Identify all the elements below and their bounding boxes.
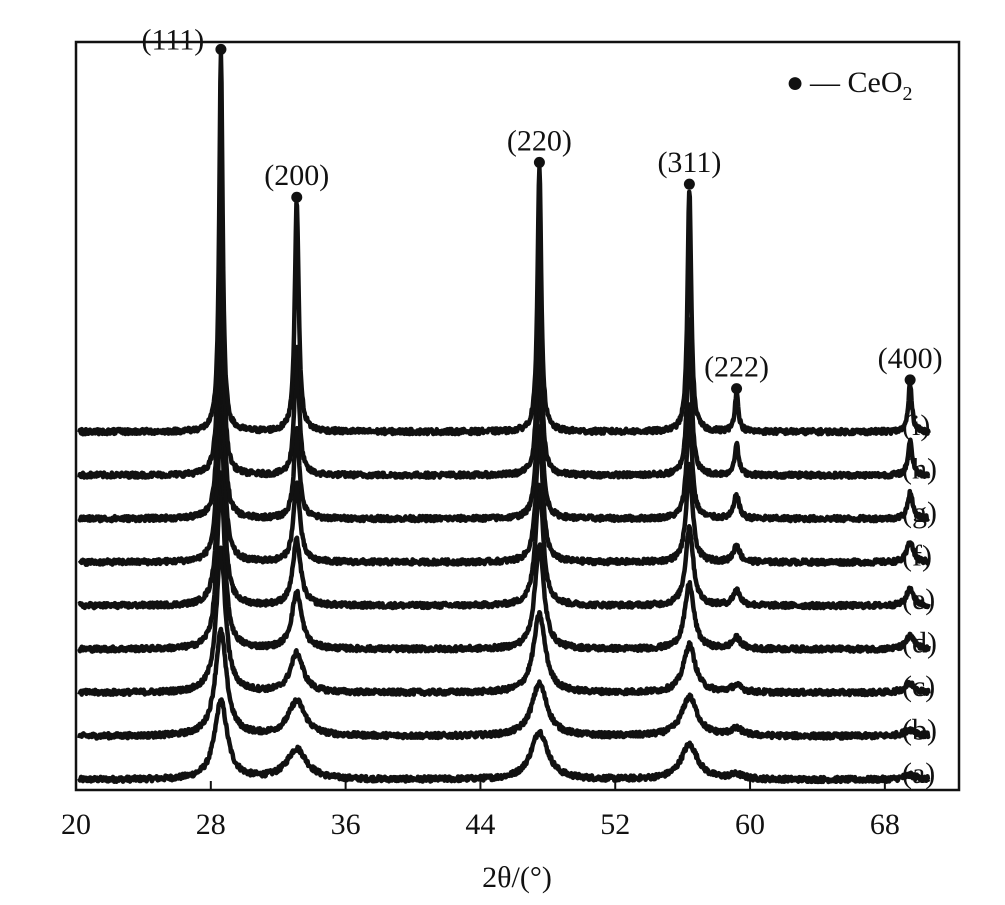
curve-label-f: (f) [902, 539, 932, 572]
xrd-traces [77, 52, 931, 785]
plot-frame [74, 40, 961, 792]
x-axis-title: 2θ/(°) [482, 861, 552, 894]
legend-text: — CeO [809, 66, 903, 99]
peak-dot-200 [291, 191, 303, 203]
x-tick-label-60: 60 [735, 808, 765, 841]
curve-label-c: (c) [902, 670, 935, 703]
trace-e [77, 405, 931, 611]
x-axis-ticks: 20 28 36 44 52 60 68 [61, 781, 900, 841]
peak-dot-400 [904, 374, 916, 386]
trace-b [77, 626, 931, 741]
curve-label-b: (b) [902, 713, 937, 746]
trace-g [77, 247, 931, 524]
peak-label-200: (200) [264, 159, 329, 192]
peak-label-220: (220) [507, 124, 572, 157]
trace-c [77, 545, 931, 698]
peak-label-111: (111) [142, 23, 205, 56]
legend-marker: ● [786, 66, 804, 99]
trace-i [77, 52, 931, 437]
trace-a [77, 697, 931, 785]
legend-subscript: 2 [903, 83, 913, 105]
curve-label-g: (g) [902, 496, 937, 529]
svg-text:— CeO2: — CeO2 [809, 66, 913, 105]
x-tick-label-68: 68 [870, 808, 900, 841]
curve-labels: (a) (b) (c) (d) (e) (f) (g) (h) (i) [902, 409, 937, 790]
peak-label-400: (400) [878, 342, 943, 375]
curve-label-e: (e) [902, 583, 935, 616]
x-tick-label-44: 44 [465, 808, 495, 841]
curve-label-i: (i) [902, 409, 930, 442]
peak-dot-311 [683, 178, 695, 190]
x-tick-label-28: 28 [196, 808, 226, 841]
peak-label-222: (222) [704, 351, 769, 384]
peak-dot-222 [731, 383, 743, 395]
curve-label-h: (h) [902, 452, 937, 485]
curve-label-d: (d) [902, 626, 937, 659]
curve-label-a: (a) [902, 757, 935, 790]
x-tick-label-20: 20 [61, 808, 91, 841]
peak-dot-111 [215, 43, 227, 55]
peak-labels: (111) (200) (220) (311) (222) (400) [142, 23, 943, 395]
trace-d [77, 470, 931, 654]
trace-f [77, 326, 931, 567]
peak-label-311: (311) [657, 146, 721, 179]
legend: ● — CeO2 [786, 66, 913, 105]
x-tick-label-36: 36 [331, 808, 361, 841]
x-tick-label-52: 52 [600, 808, 630, 841]
peak-dot-220 [533, 156, 545, 168]
